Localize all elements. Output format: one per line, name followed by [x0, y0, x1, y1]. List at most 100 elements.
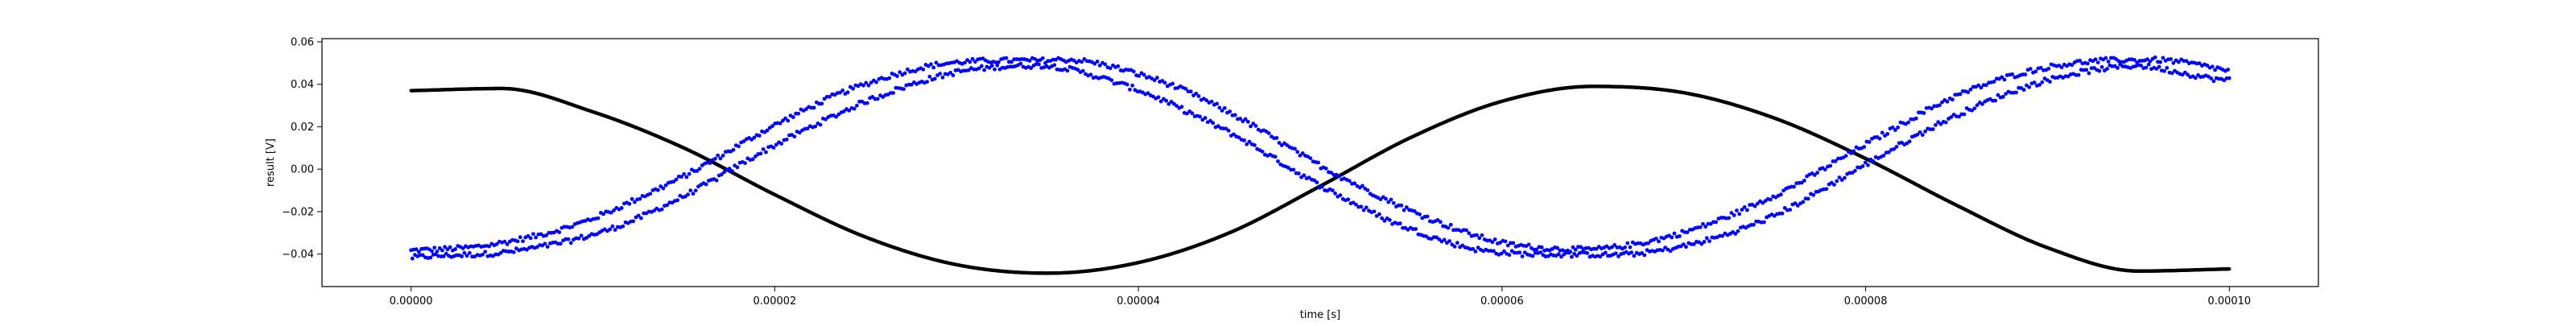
- data-point: [1273, 155, 1278, 159]
- data-point: [1843, 154, 1848, 159]
- data-point: [824, 117, 828, 122]
- data-point: [2211, 79, 2216, 84]
- data-point: [1037, 62, 1041, 67]
- data-point: [1958, 92, 1963, 97]
- data-point: [1863, 160, 1868, 165]
- data-point: [1701, 221, 1705, 226]
- data-point: [1346, 197, 1351, 202]
- data-point: [1684, 245, 1688, 250]
- data-point: [1018, 61, 1023, 66]
- data-point: [1146, 91, 1150, 96]
- data-point: [2184, 59, 2189, 64]
- data-point: [1203, 116, 1208, 120]
- data-point: [610, 224, 615, 229]
- y-tick-label: 0.02: [291, 122, 314, 134]
- y-tick-label: 0.00: [291, 164, 314, 176]
- data-point: [1438, 220, 1443, 225]
- data-point: [1837, 175, 1842, 180]
- data-point: [679, 175, 683, 180]
- data-point: [870, 95, 875, 99]
- data-point: [1575, 254, 1579, 258]
- data-point: [1404, 205, 1409, 209]
- data-point: [1833, 159, 1838, 163]
- data-point: [1477, 236, 1482, 241]
- data-point: [2186, 72, 2190, 77]
- data-point: [1130, 83, 1135, 88]
- data-point: [1616, 254, 1620, 258]
- data-point: [1539, 245, 1544, 250]
- data-point: [2046, 66, 2051, 71]
- data-point: [1188, 89, 1193, 94]
- data-point: [968, 60, 972, 64]
- data-point: [1447, 239, 1452, 243]
- data-point: [764, 150, 768, 155]
- data-point: [993, 67, 997, 72]
- data-point: [1736, 229, 1740, 233]
- y-axis-ticks: −0.04 −0.02 0.00 0.02 0.04 0.06: [282, 36, 322, 261]
- data-point: [630, 196, 634, 201]
- data-point: [1642, 253, 1647, 258]
- data-point: [1811, 192, 1816, 197]
- data-point: [1681, 242, 1686, 246]
- data-point: [774, 142, 778, 147]
- data-point: [1534, 247, 1539, 252]
- data-point: [1009, 60, 1013, 64]
- data-point: [1951, 97, 1955, 102]
- data-point: [1043, 60, 1047, 65]
- data-point: [639, 216, 643, 221]
- data-point: [1241, 119, 1245, 124]
- data-point: [652, 208, 656, 213]
- data-point: [674, 177, 679, 182]
- data-point: [765, 128, 770, 133]
- data-point: [1896, 125, 1901, 130]
- data-point: [1752, 204, 1757, 208]
- data-point: [1520, 254, 1525, 258]
- data-point: [951, 73, 956, 77]
- data-point: [1455, 241, 1459, 246]
- data-point: [1354, 202, 1358, 207]
- data-point: [931, 65, 936, 70]
- data-point: [966, 68, 971, 72]
- data-point: [1158, 99, 1163, 104]
- data-point: [1517, 250, 1522, 255]
- data-point: [2169, 71, 2174, 76]
- data-point: [1792, 184, 1796, 189]
- x-tick-label: 0.00000: [390, 295, 433, 307]
- data-point: [1913, 116, 1918, 121]
- data-point: [1894, 144, 1899, 149]
- data-point: [1418, 212, 1422, 217]
- data-point: [1492, 237, 1497, 241]
- data-point: [1308, 156, 1313, 161]
- data-point: [528, 236, 533, 241]
- data-point: [869, 80, 873, 85]
- data-point: [1849, 151, 1853, 155]
- data-point: [1103, 62, 1108, 67]
- data-point: [1190, 111, 1195, 116]
- data-point: [1740, 208, 1744, 212]
- data-point: [1979, 85, 1984, 90]
- data-point: [534, 235, 539, 240]
- data-point: [818, 122, 823, 127]
- data-point: [2153, 55, 2157, 60]
- data-point: [1402, 208, 1406, 213]
- data-point: [1312, 178, 1317, 183]
- data-point: [693, 188, 698, 193]
- data-point: [934, 60, 939, 65]
- data-point: [684, 175, 689, 180]
- data-point: [1585, 251, 1590, 255]
- data-point: [927, 74, 932, 79]
- data-point: [1166, 101, 1171, 106]
- data-point: [1243, 117, 1248, 122]
- data-point: [1945, 99, 1950, 104]
- data-point: [1247, 139, 1252, 144]
- data-point: [1769, 197, 1773, 202]
- data-point: [909, 82, 914, 87]
- data-point: [688, 188, 693, 193]
- data-point: [1672, 231, 1677, 236]
- data-point: [1737, 212, 1742, 217]
- data-point: [778, 121, 782, 126]
- data-point: [2193, 76, 2198, 80]
- data-point: [526, 233, 530, 238]
- data-point: [502, 239, 507, 244]
- data-point: [1918, 130, 1922, 134]
